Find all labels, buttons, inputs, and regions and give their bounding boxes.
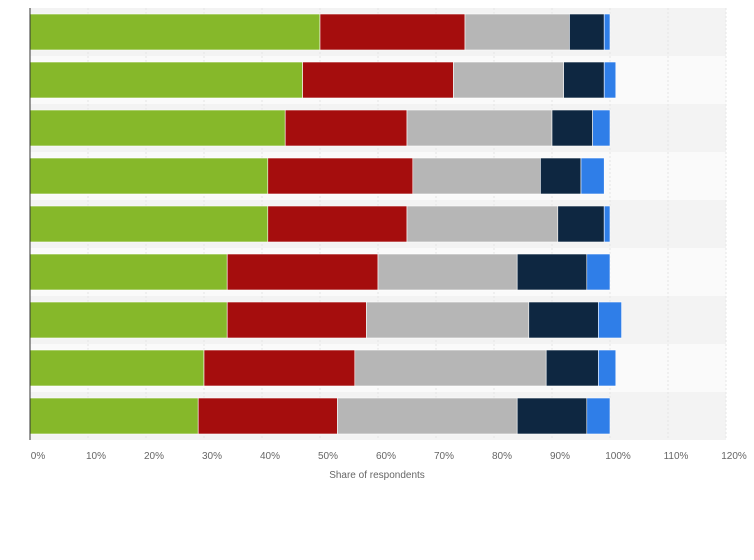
x-tick-label: 60%	[376, 451, 396, 462]
bars	[29, 13, 622, 435]
bar-segment-row8-series4[interactable]	[545, 349, 599, 387]
x-tick-label: 0%	[31, 451, 46, 462]
bar-segment-row4-series5[interactable]	[580, 157, 605, 195]
bar-segment-row2-series2[interactable]	[302, 61, 454, 99]
bar-segment-row2-series3[interactable]	[453, 61, 564, 99]
bar-segment-row5-series1[interactable]	[29, 205, 269, 243]
bar-segment-row5-series2[interactable]	[267, 205, 408, 243]
bar-segment-row6-series3[interactable]	[377, 253, 518, 291]
x-tick-label: 70%	[434, 451, 454, 462]
x-tick-label: 120%	[721, 451, 747, 462]
bar-segment-row7-series2[interactable]	[226, 301, 367, 339]
bar-segment-row6-series4[interactable]	[516, 253, 588, 291]
x-tick-labels: 0% 10% 20% 30% 40% 50% 60% 70% 80% 90% 100% 110% 120…	[31, 451, 747, 462]
x-tick-label: 90%	[550, 451, 570, 462]
bar-segment-row8-series1[interactable]	[29, 349, 205, 387]
x-tick-label: 40%	[260, 451, 280, 462]
bar-segment-row1-series2[interactable]	[319, 13, 466, 51]
bar-segment-row9-series1[interactable]	[29, 397, 199, 435]
bar-segment-row5-series5[interactable]	[603, 205, 611, 243]
x-tick-label: 100%	[605, 451, 631, 462]
bar-segment-row1-series3[interactable]	[464, 13, 570, 51]
bar-segment-row7-series3[interactable]	[366, 301, 530, 339]
x-tick-label: 30%	[202, 451, 222, 462]
bar-segment-row1-series1[interactable]	[29, 13, 321, 51]
bar-segment-row3-series2[interactable]	[284, 109, 408, 147]
bar-segment-row8-series2[interactable]	[203, 349, 356, 387]
bar-segment-row6-series2[interactable]	[226, 253, 379, 291]
bar-segment-row3-series3[interactable]	[406, 109, 553, 147]
x-tick-label: 50%	[318, 451, 338, 462]
x-tick-label: 110%	[664, 451, 689, 462]
bar-segment-row4-series3[interactable]	[412, 157, 541, 195]
bar-segment-row5-series4[interactable]	[557, 205, 605, 243]
bar-segment-row4-series4[interactable]	[540, 157, 582, 195]
bar-segment-row1-series4[interactable]	[569, 13, 605, 51]
bar-segment-row6-series5[interactable]	[586, 253, 611, 291]
bar-segment-row4-series1[interactable]	[29, 157, 269, 195]
bar-segment-row1-series5[interactable]	[603, 13, 611, 51]
x-tick-label: 20%	[144, 451, 164, 462]
bar-segment-row3-series4[interactable]	[551, 109, 593, 147]
bar-segment-row3-series5[interactable]	[592, 109, 611, 147]
bar-segment-row2-series1[interactable]	[29, 61, 303, 99]
bar-segment-row6-series1[interactable]	[29, 253, 228, 291]
bar-segment-row2-series4[interactable]	[563, 61, 605, 99]
bar-segment-row5-series3[interactable]	[406, 205, 559, 243]
bar-segment-row9-series2[interactable]	[197, 397, 338, 435]
bar-segment-row7-series5[interactable]	[598, 301, 622, 339]
x-tick-label: 80%	[492, 451, 512, 462]
bar-segment-row2-series5[interactable]	[603, 61, 617, 99]
bar-segment-row4-series2[interactable]	[267, 157, 414, 195]
bar-segment-row7-series4[interactable]	[528, 301, 599, 339]
bar-segment-row9-series4[interactable]	[516, 397, 588, 435]
x-tick-label: 10%	[86, 451, 106, 462]
bar-segment-row3-series1[interactable]	[29, 109, 286, 147]
bar-segment-row7-series1[interactable]	[29, 301, 228, 339]
x-axis-title: Share of respondents	[329, 470, 425, 481]
bar-segment-row9-series3[interactable]	[337, 397, 518, 435]
bar-segment-row8-series5[interactable]	[598, 349, 617, 387]
bar-segment-row9-series5[interactable]	[586, 397, 611, 435]
bar-segment-row8-series3[interactable]	[354, 349, 547, 387]
